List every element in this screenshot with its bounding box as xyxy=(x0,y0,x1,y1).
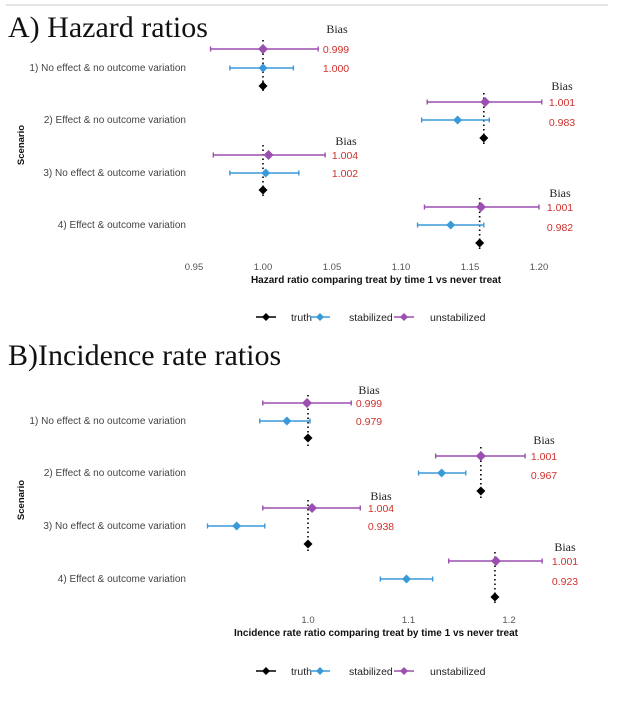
category-label: 1) No effect & no outcome variation xyxy=(29,63,186,74)
x-tick-label: 1.20 xyxy=(530,262,549,273)
legend-key-marker xyxy=(316,667,324,675)
legend-key-marker xyxy=(400,667,408,675)
legend-label: unstabilized xyxy=(430,666,486,678)
category-label: 3) No effect & outcome variation xyxy=(43,168,186,179)
unstabilized-point xyxy=(490,556,501,566)
legend: truth stabilized unstabilized xyxy=(256,666,486,678)
x-tick-label: 1.15 xyxy=(461,262,480,273)
bias-header: Bias xyxy=(358,383,380,397)
x-tick-label: 0.95 xyxy=(185,262,204,273)
x-tick-label: 1.05 xyxy=(323,262,342,273)
y-axis-title: Scenario xyxy=(16,125,27,165)
panel-incidence-rate-ratios: B)Incidence rate ratios Scenario 1) No eff… xyxy=(8,339,578,678)
legend-item-unstabilized: unstabilized xyxy=(394,312,486,324)
unstabilized-point xyxy=(258,44,268,54)
unstabilized-point xyxy=(475,451,486,461)
legend-label: truth xyxy=(291,312,312,324)
truth-point xyxy=(303,433,313,443)
stabilized-point xyxy=(453,115,463,125)
x-axis-title: Hazard ratio comparing treat by time 1 v… xyxy=(251,275,502,286)
stabilized-point xyxy=(446,220,456,230)
category-label: 2) Effect & no outcome variation xyxy=(44,468,186,479)
truth-point xyxy=(258,81,268,91)
x-axis-title: Incidence rate ratio comparing treat by … xyxy=(234,628,519,639)
x-tick-label: 1.10 xyxy=(392,262,411,273)
unstabilized-point xyxy=(307,503,318,513)
stabilized-point xyxy=(232,521,242,531)
category-label: 4) Effect & outcome variation xyxy=(58,220,186,231)
bias-value-unstabilized: 1.004 xyxy=(332,150,358,162)
category-label: 2) Effect & no outcome variation xyxy=(44,115,186,126)
bias-value-unstabilized: 0.999 xyxy=(356,398,382,410)
legend-item-truth: truth xyxy=(256,666,312,678)
truth-point xyxy=(258,185,268,195)
legend-item-stabilized: stabilized xyxy=(310,666,393,678)
bias-value-unstabilized: 1.001 xyxy=(552,556,578,568)
category-label: 4) Effect & outcome variation xyxy=(58,574,186,585)
unstabilized-point xyxy=(480,97,491,107)
bias-header: Bias xyxy=(549,186,571,200)
bias-header: Bias xyxy=(326,22,348,36)
bias-value-stabilized: 0.979 xyxy=(356,416,382,428)
stabilized-point xyxy=(401,574,411,584)
legend-label: stabilized xyxy=(349,666,393,678)
truth-point xyxy=(475,238,485,248)
panel-hazard-ratios: A) Hazard ratios Scenario 1) No effect & n… xyxy=(8,11,575,324)
category-label: 1) No effect & no outcome variation xyxy=(29,416,186,427)
y-axis-title: Scenario xyxy=(16,480,27,520)
panel-title: B)Incidence rate ratios xyxy=(8,339,281,372)
unstabilized-point xyxy=(301,398,312,408)
truth-point xyxy=(476,486,486,496)
legend-key-marker xyxy=(400,313,408,321)
bias-value-stabilized: 0.967 xyxy=(531,470,557,482)
stabilized-point xyxy=(261,168,271,178)
x-tick-label: 1.00 xyxy=(254,262,273,273)
stabilized-point xyxy=(437,468,447,478)
bias-header: Bias xyxy=(533,433,555,447)
truth-point xyxy=(490,592,500,602)
bias-value-stabilized: 1.000 xyxy=(323,63,349,75)
x-tick-label: 1.0 xyxy=(301,615,314,626)
category-label: 3) No effect & outcome variation xyxy=(43,521,186,532)
bias-value-stabilized: 0.923 xyxy=(552,576,578,588)
bias-value-unstabilized: 0.999 xyxy=(323,44,349,56)
unstabilized-point xyxy=(476,202,487,212)
truth-point xyxy=(303,539,313,549)
stabilized-point xyxy=(282,416,292,426)
bias-value-unstabilized: 1.001 xyxy=(531,451,557,463)
x-tick-label: 1.2 xyxy=(502,615,515,626)
legend-label: unstabilized xyxy=(430,312,486,324)
stabilized-point xyxy=(258,63,268,73)
legend-key-marker xyxy=(262,667,270,675)
legend-label: truth xyxy=(291,666,312,678)
legend-item-stabilized: stabilized xyxy=(310,312,393,324)
bias-value-stabilized: 0.938 xyxy=(368,521,394,533)
legend-label: stabilized xyxy=(349,312,393,324)
legend-key-marker xyxy=(262,313,270,321)
unstabilized-point xyxy=(263,150,274,160)
x-tick-label: 1.1 xyxy=(402,615,415,626)
bias-header: Bias xyxy=(370,489,392,503)
legend-item-unstabilized: unstabilized xyxy=(394,666,486,678)
bias-value-unstabilized: 1.001 xyxy=(549,97,575,109)
legend-item-truth: truth xyxy=(256,312,312,324)
legend-key-marker xyxy=(316,313,324,321)
bias-value-stabilized: 0.982 xyxy=(547,222,573,234)
bias-header: Bias xyxy=(335,134,357,148)
bias-value-unstabilized: 1.001 xyxy=(547,202,573,214)
truth-point xyxy=(479,133,489,143)
legend: truth stabilized unstabilized xyxy=(256,312,486,324)
bias-header: Bias xyxy=(551,79,573,93)
bias-value-stabilized: 0.983 xyxy=(549,117,575,129)
bias-header: Bias xyxy=(554,540,576,554)
bias-value-stabilized: 1.002 xyxy=(332,168,358,180)
bias-value-unstabilized: 1.004 xyxy=(368,503,394,515)
panel-title: A) Hazard ratios xyxy=(8,11,208,44)
